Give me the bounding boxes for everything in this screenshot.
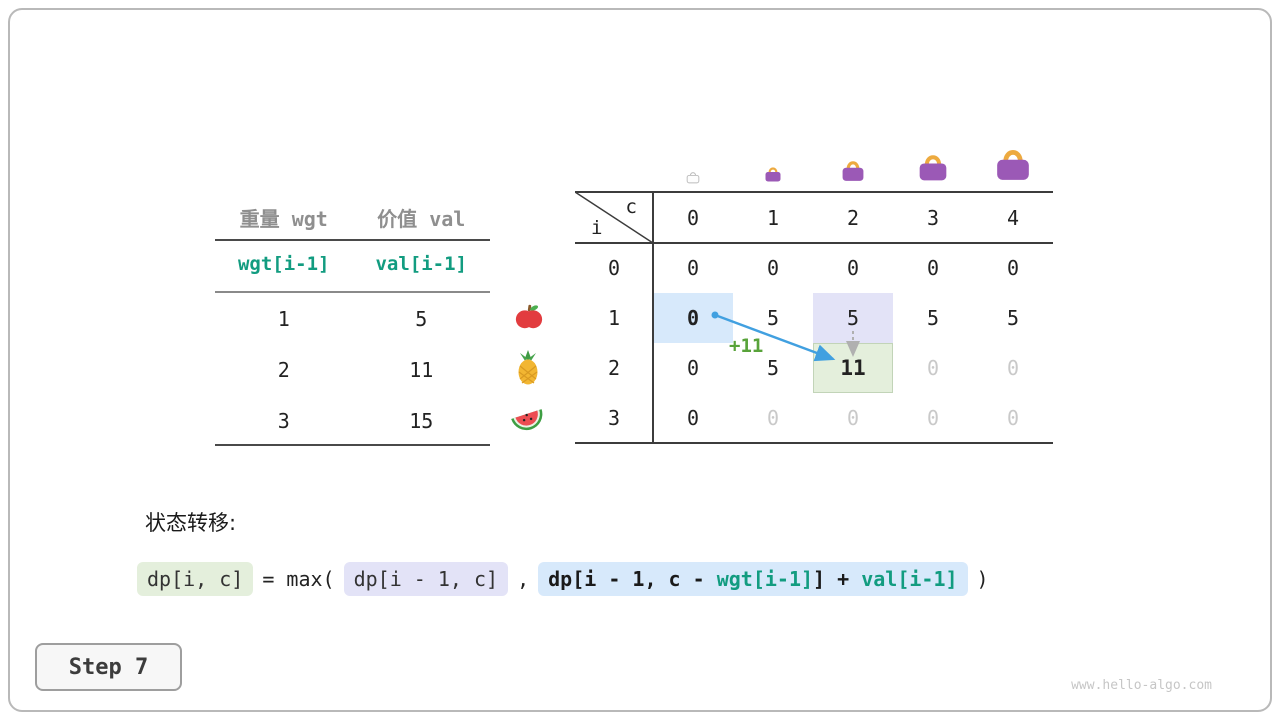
item-2-weight: 2 bbox=[277, 357, 290, 382]
dp-table-header-border bbox=[575, 242, 1053, 244]
item-3-weight: 3 bbox=[277, 408, 290, 433]
bag-capacity-4-icon bbox=[990, 145, 1036, 187]
items-table-header: 重量 wgt 价值 val bbox=[215, 195, 490, 239]
transition-title: 状态转移: bbox=[145, 511, 237, 535]
dp-col-variable: c bbox=[625, 196, 637, 218]
items-table-row-1: 1 5 bbox=[215, 293, 490, 344]
formula-keep-chip: dp[i - 1, c] bbox=[343, 562, 509, 596]
items-header-value: 价值 val bbox=[377, 206, 466, 231]
apple-icon bbox=[514, 301, 544, 335]
dp-row-variable: i bbox=[591, 217, 603, 239]
dp-row-header-3: 3 bbox=[607, 406, 621, 430]
arrow-value-annotation: +11 bbox=[729, 335, 764, 357]
dp-table: c i 0 1 2 3 4 0 0 0 0 0 0 1 0 5 5 5 5 2 … bbox=[575, 192, 1053, 443]
items-table-divider-top bbox=[215, 239, 490, 241]
items-header-weight: 重量 wgt bbox=[239, 206, 328, 231]
item-2-value: 11 bbox=[409, 357, 434, 382]
dp-cell-0-1: 0 bbox=[766, 256, 780, 280]
dp-cell-2-0: 0 bbox=[686, 356, 700, 380]
dp-table-bottom-border bbox=[575, 442, 1053, 444]
items-table-divider-mid bbox=[215, 291, 490, 293]
dp-table-vertical-border bbox=[652, 191, 654, 444]
item-3-value: 15 bbox=[409, 408, 434, 433]
dp-cell-2-4: 0 bbox=[1006, 356, 1020, 380]
items-table-row-3: 3 15 bbox=[215, 395, 490, 446]
formula-take-prefix: dp[i - 1, c - bbox=[548, 567, 717, 591]
bag-capacity-1-icon bbox=[762, 165, 784, 187]
dp-cell-1-4: 5 bbox=[1006, 306, 1020, 330]
dp-cell-0-3: 0 bbox=[926, 256, 940, 280]
dp-corner-cell: c i bbox=[575, 192, 653, 243]
dp-cell-3-0: 0 bbox=[686, 406, 700, 430]
dp-cell-3-3: 0 bbox=[926, 406, 940, 430]
dp-col-header-1: 1 bbox=[766, 205, 780, 230]
dp-col-header-3: 3 bbox=[926, 205, 940, 230]
corner-diagonal-line bbox=[575, 192, 653, 243]
dp-row-header-2: 2 bbox=[607, 356, 621, 380]
items-formula-val: val[i-1] bbox=[375, 252, 467, 275]
items-table-formula-row: wgt[i-1] val[i-1] bbox=[215, 241, 490, 286]
formula-equals-max: = max( bbox=[262, 567, 335, 591]
dp-cell-1-3: 5 bbox=[926, 306, 940, 330]
dp-cell-3-1: 0 bbox=[766, 406, 780, 430]
formula-take-val: val[i-1] bbox=[861, 567, 958, 591]
dp-col-header-0: 0 bbox=[686, 205, 700, 230]
formula-take-chip: dp[i - 1, c - wgt[i-1]] + val[i-1] bbox=[538, 562, 968, 596]
items-formula-wgt: wgt[i-1] bbox=[237, 252, 330, 275]
watermark: www.hello-algo.com bbox=[1071, 678, 1212, 693]
dp-cell-0-0: 0 bbox=[686, 256, 700, 280]
formula-comma: , bbox=[517, 567, 530, 591]
dp-row-header-0: 0 bbox=[607, 256, 621, 280]
watermelon-icon bbox=[509, 402, 545, 438]
dp-cell-0-4: 0 bbox=[1006, 256, 1020, 280]
dp-cell-3-2: 0 bbox=[846, 406, 860, 430]
dp-cell-1-2: 5 bbox=[813, 293, 893, 343]
dp-cell-3-4: 0 bbox=[1006, 406, 1020, 430]
dp-col-header-4: 4 bbox=[1006, 205, 1020, 230]
bag-capacity-2-icon bbox=[838, 158, 868, 187]
items-table-row-2: 2 11 bbox=[215, 344, 490, 395]
step-label: Step 7 bbox=[68, 654, 149, 680]
formula-result-chip: dp[i, c] bbox=[137, 562, 254, 596]
dp-cell-0-2: 0 bbox=[846, 256, 860, 280]
pineapple-icon bbox=[512, 350, 544, 390]
dp-row-header-1: 1 bbox=[607, 306, 621, 330]
formula-take-mid: ] + bbox=[813, 567, 862, 591]
dp-cell-2-2: 11 bbox=[813, 343, 893, 393]
dp-cell-2-1: 5 bbox=[766, 356, 780, 380]
bag-capacity-3-icon bbox=[914, 151, 952, 187]
dp-cell-2-3: 0 bbox=[926, 356, 940, 380]
dp-cell-1-0: 0 bbox=[653, 293, 733, 343]
bag-capacity-0-icon bbox=[685, 169, 701, 188]
dp-col-header-2: 2 bbox=[846, 205, 860, 230]
dp-table-top-border bbox=[575, 191, 1053, 193]
formula-close-paren: ) bbox=[976, 567, 989, 591]
formula-take-wgt: wgt[i-1] bbox=[716, 567, 814, 591]
item-1-value: 5 bbox=[415, 306, 428, 331]
transition-formula: dp[i, c] = max( dp[i - 1, c] , dp[i - 1,… bbox=[137, 562, 989, 596]
item-1-weight: 1 bbox=[277, 306, 290, 331]
step-badge: Step 7 bbox=[35, 643, 182, 691]
items-table-divider-bottom bbox=[215, 444, 490, 446]
